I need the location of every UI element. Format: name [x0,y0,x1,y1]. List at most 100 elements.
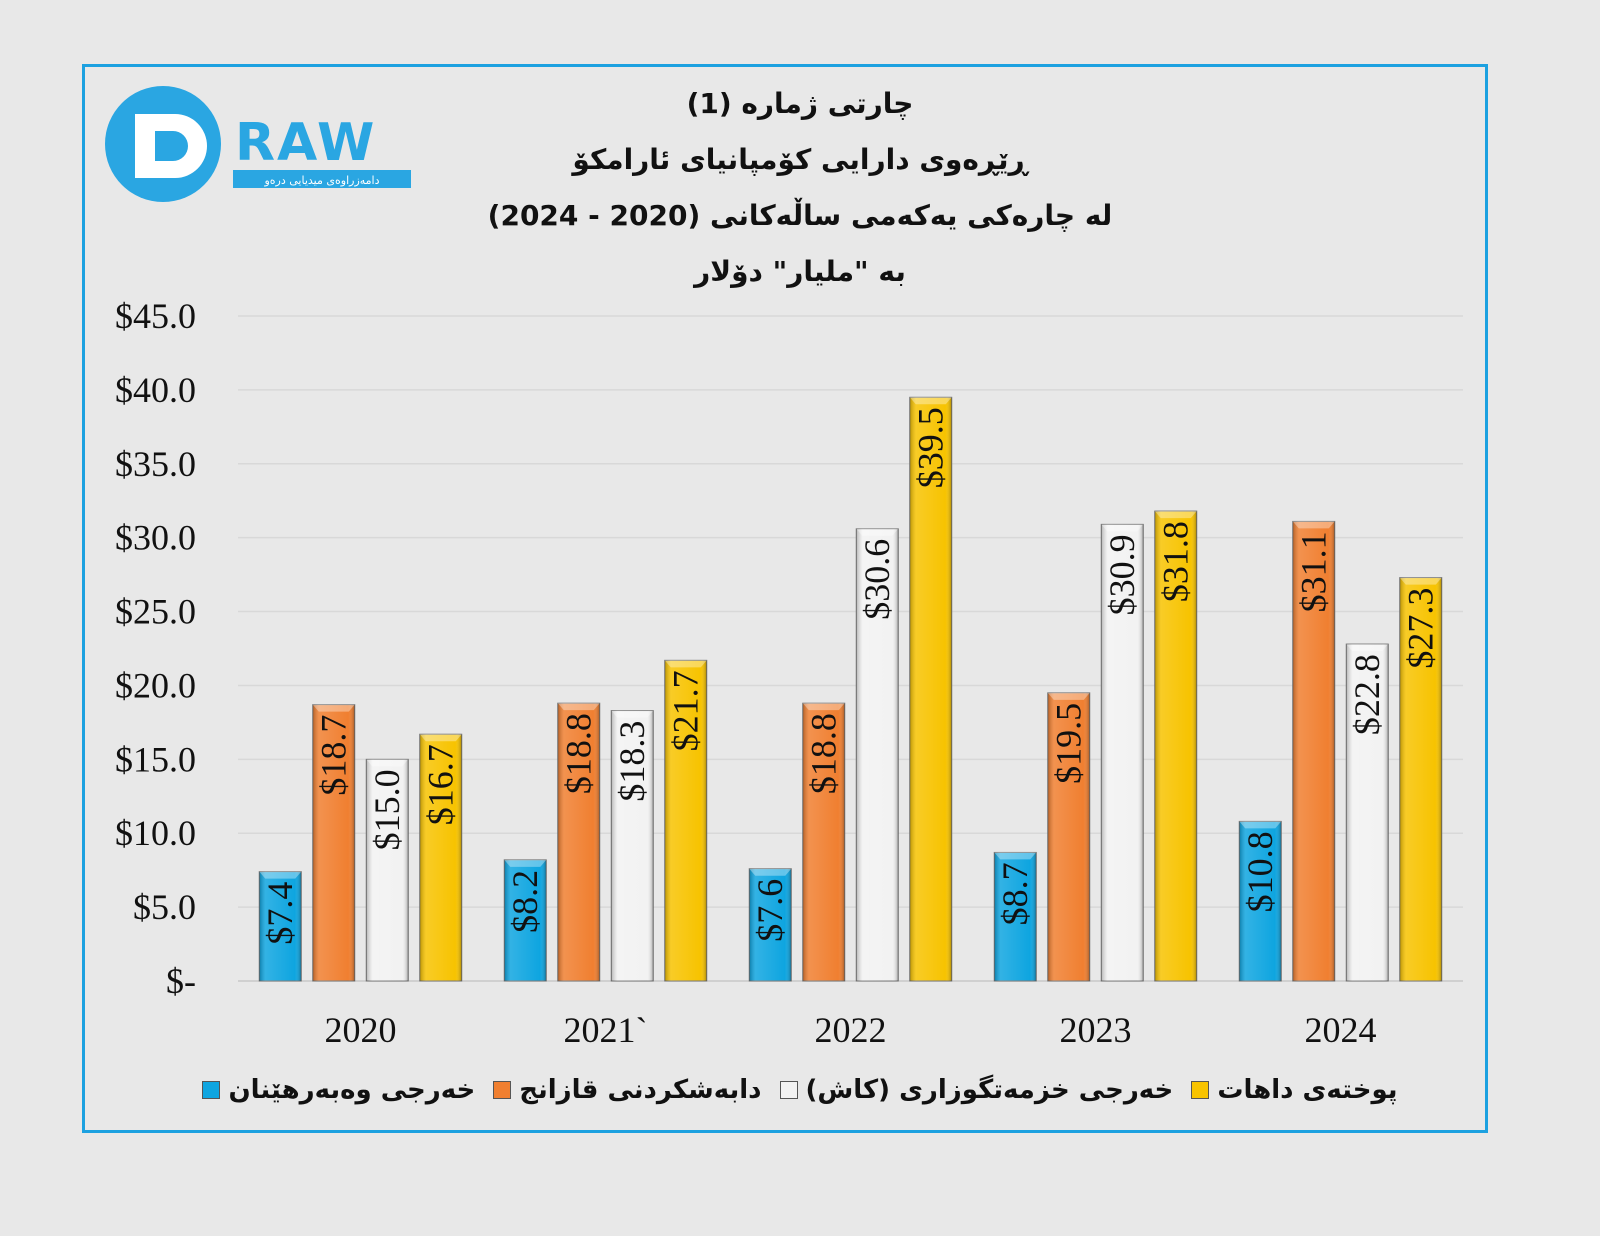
bar-top-bevel [557,703,600,711]
legend-label: خەرجی خزمەتگوزاری (کاش) [805,1075,1174,1105]
bar [1154,510,1198,982]
x-tick-label: 2021` [564,1010,648,1050]
bar-top-bevel [1399,577,1442,585]
bar-top-bevel [749,868,792,876]
y-tick-label: $30.0 [115,518,196,558]
bar-top-bevel [259,871,302,879]
y-tick-label: $20.0 [115,665,196,705]
legend-swatch [493,1081,512,1099]
y-tick-label: $45.0 [115,296,196,336]
data-label: $39.5 [911,407,951,488]
bar-top-bevel [909,397,952,405]
x-tick-label: 2020 [325,1010,397,1050]
legend-label: دابەشکردنی قازانج [519,1075,762,1105]
bar [855,528,899,982]
x-tick-label: 2022 [815,1010,887,1050]
bar-top-bevel [504,859,547,867]
legend-item: دابەشکردنی قازانج [493,1070,762,1110]
bar-top-bevel [664,660,707,668]
data-label: $30.9 [1102,534,1142,615]
bar-bevel [1154,511,1197,981]
bar-bevel [419,734,462,981]
y-tick-label: $10.0 [115,813,196,853]
data-label: $18.7 [314,715,354,796]
bar [664,659,708,982]
legend-item: پوختەی داهات [1191,1070,1398,1110]
title-line: لە چارەکی یەکەمی ساڵەکانی (2020 - 2024) [487,199,1113,232]
y-tick-label: $15.0 [115,739,196,779]
bar [1345,643,1389,982]
data-label: $19.5 [1049,703,1089,784]
bar-bevel [856,528,899,981]
data-label: $7.4 [260,882,300,945]
bar [1047,692,1091,982]
bar [312,704,356,982]
bar-bevel [664,660,707,981]
legend-item: خەرجی وەبەرهێنان [202,1070,475,1110]
y-tick-label: $40.0 [115,370,196,410]
bar [419,733,463,982]
data-label: $21.7 [666,670,706,751]
bar [610,710,654,982]
y-tick-label: $35.0 [115,444,196,484]
bar-top-bevel [856,528,899,536]
bar-top-bevel [419,734,462,742]
bar-bevel [1101,524,1144,981]
data-label: $31.8 [1156,521,1196,602]
bar-top-bevel [611,710,654,718]
bar-bevel [909,397,952,981]
bar [748,868,792,982]
data-label: $22.8 [1347,654,1387,735]
bar-bevel [557,703,600,981]
bar [1238,820,1282,982]
data-label: $30.6 [857,539,897,620]
bar-top-bevel [994,852,1037,860]
logo-subtitle: دامەزراوەی میدیایی درەو [263,174,379,187]
legend-swatch [779,1081,798,1099]
y-tick-label: $- [166,961,196,1001]
legend-item: خەرجی خزمەتگوزاری (کاش) [779,1070,1174,1110]
bar-top-bevel [1346,644,1389,652]
data-label: $18.8 [559,713,599,794]
title-line: چارتی ژمارە (1) [686,87,914,120]
bar-bevel [1239,821,1282,981]
bar-top-bevel [1047,692,1090,700]
title-line: بە "ملیار" دۆلار [694,255,906,288]
bar [557,702,601,982]
draw-logo: RAW دامەزراوەی میدیایی درەو [105,86,425,211]
bar-bevel [366,759,409,981]
bar-bevel [611,710,654,981]
bar-bevel [994,852,1037,981]
bar [993,851,1037,982]
bar [1100,523,1144,982]
legend-swatch [202,1081,221,1099]
legend: خەرجی وەبەرهێنان دابەشکردنی قازانج خەرجی خ… [120,1070,1480,1110]
bar-top-bevel [1154,511,1197,519]
bar [1292,520,1336,982]
legend-swatch [1191,1081,1210,1099]
bar-bevel [1047,692,1090,981]
data-label: $10.8 [1240,831,1280,912]
bar-bevel [1292,521,1335,981]
bar-top-bevel [802,703,845,711]
data-label: $18.8 [804,713,844,794]
data-label: $8.2 [505,870,545,933]
bar-bevel [749,868,792,981]
bar-top-bevel [366,759,409,767]
bar [1399,577,1443,982]
data-label: $16.7 [421,744,461,825]
bar [258,871,302,982]
x-tick-label: 2023 [1060,1010,1132,1050]
bar [802,702,846,982]
chart-frame [82,64,1488,1133]
bar-bevel [504,859,547,981]
bar [909,396,953,982]
bar-top-bevel [1292,521,1335,529]
chart-title: چارتی ژمارە (1) ڕێڕەوی دارایی کۆمپانیای … [440,76,1160,300]
bar-top-bevel [1101,524,1144,532]
bar-bevel [312,704,355,981]
bar [503,859,547,982]
x-tick-label: 2024 [1305,1010,1377,1050]
legend-label: خەرجی وەبەرهێنان [228,1075,476,1105]
